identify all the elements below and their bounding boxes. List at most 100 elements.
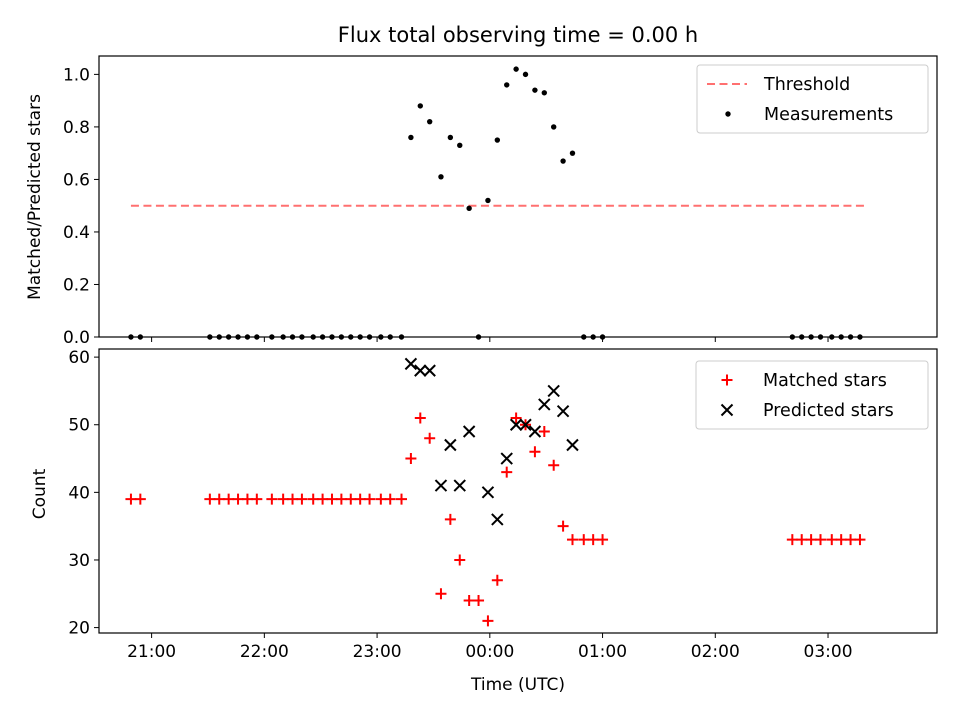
measurements-point <box>560 158 566 164</box>
ratio-y-tick-label: 0.2 <box>63 275 90 295</box>
matched-stars-point <box>435 588 447 600</box>
predicted-stars-point <box>566 438 579 452</box>
count-panel: 21:00 22:00 23:00 00:00 01:00 02:00 03:00 20 30 4… <box>68 348 938 662</box>
legend-matched-swatch <box>721 374 733 386</box>
matched-stars-point <box>405 453 417 465</box>
matched-stars-point <box>251 493 263 505</box>
matched-stars-point <box>277 493 289 505</box>
legend-label-matched-stars: Matched stars <box>763 371 887 391</box>
matched-stars-point <box>538 425 550 437</box>
matched-stars-point <box>796 534 808 546</box>
matched-stars-point <box>364 493 376 505</box>
measurements-point <box>289 334 296 340</box>
matched-stars-point <box>424 432 436 444</box>
measurements-point <box>408 134 414 141</box>
matched-stars-point <box>845 534 857 546</box>
measurements-point <box>494 137 501 143</box>
matched-stars-point <box>826 534 838 546</box>
measurements-point <box>599 334 606 340</box>
matched-stars-point <box>125 493 137 505</box>
count-x-tick-label: 02:00 <box>691 642 740 662</box>
measurements-point <box>357 334 363 340</box>
legend-label-predicted-stars: Predicted stars <box>763 401 894 421</box>
count-x-tick-label: 22:00 <box>240 642 289 662</box>
measurements-point <box>541 90 548 96</box>
matched-stars-point <box>345 493 357 505</box>
matched-stars-point <box>232 493 244 505</box>
matched-stars-point <box>317 493 329 505</box>
count-y-tick-label: 50 <box>68 416 90 436</box>
matched-stars-point <box>223 493 235 505</box>
ratio-y-tick-label: 0.4 <box>63 223 90 243</box>
measurements-point <box>366 334 373 340</box>
matched-stars-point <box>396 493 408 505</box>
matched-stars-point <box>597 534 609 546</box>
matched-stars-point <box>444 513 456 525</box>
measurements-point <box>789 334 796 340</box>
count-x-tick-label: 01:00 <box>578 642 627 662</box>
predicted-stars-point <box>462 425 476 438</box>
predicted-stars-point <box>538 398 551 411</box>
ratio-y-tick-label: 0.8 <box>63 118 90 138</box>
chart-title: Flux total observing time = 0.00 h <box>338 23 698 47</box>
matched-stars-point <box>805 534 817 546</box>
measurements-point <box>590 334 596 340</box>
predicted-stars-point <box>556 405 570 418</box>
measurements-point <box>457 142 463 148</box>
matched-stars-point <box>786 534 798 546</box>
count-y-tick-label: 40 <box>68 483 90 503</box>
measurements-point <box>378 334 384 340</box>
count-x-tick-label: 03:00 <box>804 642 853 662</box>
matched-stars-point <box>204 493 216 505</box>
matched-stars-point <box>307 493 319 505</box>
matched-stars-point <box>296 493 308 505</box>
measurements-point <box>299 334 305 340</box>
count-y-tick-label: 60 <box>68 348 90 368</box>
measurements-point <box>829 334 835 340</box>
measurements-point <box>310 334 316 340</box>
count-y-tick-label: 20 <box>68 619 90 639</box>
measurements-point <box>808 334 814 340</box>
measurements-point <box>569 150 576 156</box>
predicted-stars-point <box>509 418 523 431</box>
predicted-stars-point <box>528 425 542 438</box>
count-x-tick-label: 21:00 <box>127 642 176 662</box>
matched-stars-point <box>213 493 225 505</box>
count-y-axis-label: Count <box>30 468 50 519</box>
matched-stars-point <box>241 493 253 505</box>
predicted-stars-point <box>500 452 513 465</box>
matched-stars-point <box>335 493 347 505</box>
matched-stars-point <box>501 466 513 478</box>
count-axes-frame <box>98 348 938 634</box>
matched-stars-point <box>473 595 485 607</box>
count-y-tick-label: 30 <box>68 551 90 571</box>
measurements-point <box>426 118 433 125</box>
measurements-point <box>207 334 213 340</box>
legend-predicted-swatch <box>720 403 734 417</box>
count-x-tick-label: 23:00 <box>353 642 402 662</box>
matched-stars-point <box>510 412 522 424</box>
measurements-point <box>838 334 844 340</box>
matched-stars-point <box>548 459 560 471</box>
matched-stars-point <box>266 493 278 505</box>
matched-stars-point <box>463 595 475 607</box>
measurements-point <box>137 334 144 340</box>
measurements-point <box>319 334 326 340</box>
ratio-legend: Threshold Measurements <box>696 64 929 134</box>
matched-stars-point <box>482 615 494 627</box>
measurements-point <box>581 334 587 340</box>
measurements-point <box>799 334 805 340</box>
count-legend: Matched stars Predicted stars <box>695 360 929 430</box>
measurements-point <box>504 82 510 88</box>
matched-stars-point <box>134 493 146 505</box>
measurements-point <box>244 334 251 340</box>
ratio-y-axis-label: Matched/Predicted stars <box>25 94 45 300</box>
measurements-point <box>447 134 454 141</box>
predicted-stars-point <box>414 364 427 377</box>
measurements-point <box>338 334 345 340</box>
measurements-point <box>522 71 529 78</box>
matched-stars-point <box>835 534 847 546</box>
predicted-stars-point <box>519 418 532 431</box>
ratio-y-tick-label: 0.6 <box>63 170 90 190</box>
